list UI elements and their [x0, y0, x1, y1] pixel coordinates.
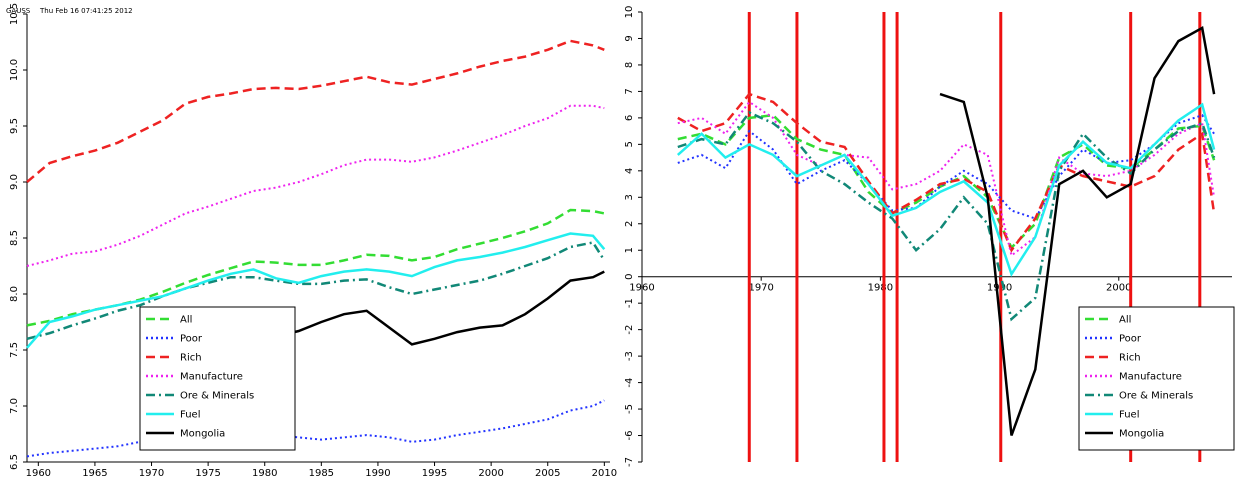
- y-tick-label: 10.0: [9, 59, 20, 81]
- y-tick-label: 10: [624, 6, 635, 19]
- x-tick-label: 1980: [868, 283, 893, 294]
- x-tick-label: 2000: [478, 468, 503, 479]
- series-line: [26, 241, 606, 341]
- legend-box: [1078, 306, 1235, 451]
- x-tick-label: 1975: [195, 468, 220, 479]
- y-tick-label: 3: [624, 194, 635, 200]
- x-tick-label: 2000: [1106, 283, 1131, 294]
- y-tick-label: 2: [624, 221, 635, 227]
- series-line: [677, 100, 1216, 258]
- y-tick-label: -6: [624, 431, 635, 441]
- x-tick-label: 1965: [82, 468, 107, 479]
- legend-label: Fuel: [180, 410, 200, 421]
- x-tick-label: 1985: [309, 468, 334, 479]
- y-tick-label: 5: [624, 141, 635, 147]
- x-tick-label: 1990: [365, 468, 390, 479]
- x-tick-label: 2010: [592, 468, 617, 479]
- y-tick-label: 8.5: [9, 230, 20, 246]
- legend-box: [139, 306, 296, 451]
- series-line: [939, 25, 1216, 436]
- timestamp: Thu Feb 16 07:41:25 2012: [39, 7, 133, 15]
- y-tick-label: 0: [624, 274, 635, 280]
- legend-label: Poor: [180, 334, 203, 345]
- legend-label: Manufacture: [180, 372, 243, 383]
- x-tick-label: 1960: [629, 283, 654, 294]
- y-tick-label: 8.0: [9, 286, 20, 302]
- y-tick-label: -3: [624, 351, 635, 361]
- y-tick-label: 7: [624, 88, 635, 94]
- legend: All Poor Rich Manufacture Ore & Minerals Fuel…: [1078, 306, 1235, 451]
- legend-label: All: [1119, 315, 1131, 326]
- series-line: [677, 113, 1216, 250]
- y-tick-label: 9.5: [9, 118, 20, 134]
- y-tick-label: 7.5: [9, 342, 20, 358]
- y-tick-label: -4: [624, 378, 635, 388]
- legend-label: Mongolia: [1119, 429, 1164, 440]
- x-tick-label: 1970: [748, 283, 773, 294]
- series-line: [26, 39, 605, 183]
- legend-label: Mongolia: [180, 429, 225, 440]
- series-line: [26, 399, 605, 458]
- legend-label: Manufacture: [1119, 372, 1182, 383]
- y-tick-label: 10.5: [9, 3, 20, 25]
- y-tick-label: 4: [624, 168, 635, 174]
- y-tick-label: 9.0: [9, 174, 20, 190]
- y-tick-label: 6: [624, 115, 635, 121]
- legend: All Poor Rich Manufacture Ore & Minerals Fuel…: [139, 306, 296, 451]
- legend-label: Ore & Minerals: [1119, 391, 1193, 402]
- program-label: GAUSS: [6, 7, 31, 15]
- series-line: [26, 232, 606, 349]
- y-tick-label: 8: [624, 62, 635, 68]
- y-tick-label: 9: [624, 35, 635, 41]
- series-line: [26, 104, 605, 267]
- series-line: [677, 92, 1216, 253]
- series-line: [275, 270, 605, 346]
- y-tick-label: -2: [624, 325, 635, 335]
- legend-label: Poor: [1119, 334, 1142, 345]
- legend-label: Fuel: [1119, 410, 1139, 421]
- x-tick-label: 1980: [252, 468, 277, 479]
- x-tick-label: 1970: [139, 468, 164, 479]
- y-tick-label: -5: [624, 404, 635, 414]
- y-tick-label: 6.5: [9, 454, 20, 470]
- x-tick-label: 1995: [422, 468, 447, 479]
- legend-label: Rich: [1119, 353, 1141, 364]
- y-tick-label: -1: [624, 298, 635, 308]
- series-line: [677, 114, 1215, 220]
- legend-label: Rich: [180, 353, 202, 364]
- y-tick-label: -7: [624, 457, 635, 467]
- legend-label: Ore & Minerals: [180, 391, 254, 402]
- y-tick-label: 1: [624, 247, 635, 253]
- series-line: [26, 208, 605, 327]
- y-tick-label: 7.0: [9, 398, 20, 414]
- x-tick-label: 1960: [26, 468, 51, 479]
- legend-label: All: [180, 315, 192, 326]
- x-tick-label: 2005: [535, 468, 560, 479]
- series-line: [676, 102, 1216, 277]
